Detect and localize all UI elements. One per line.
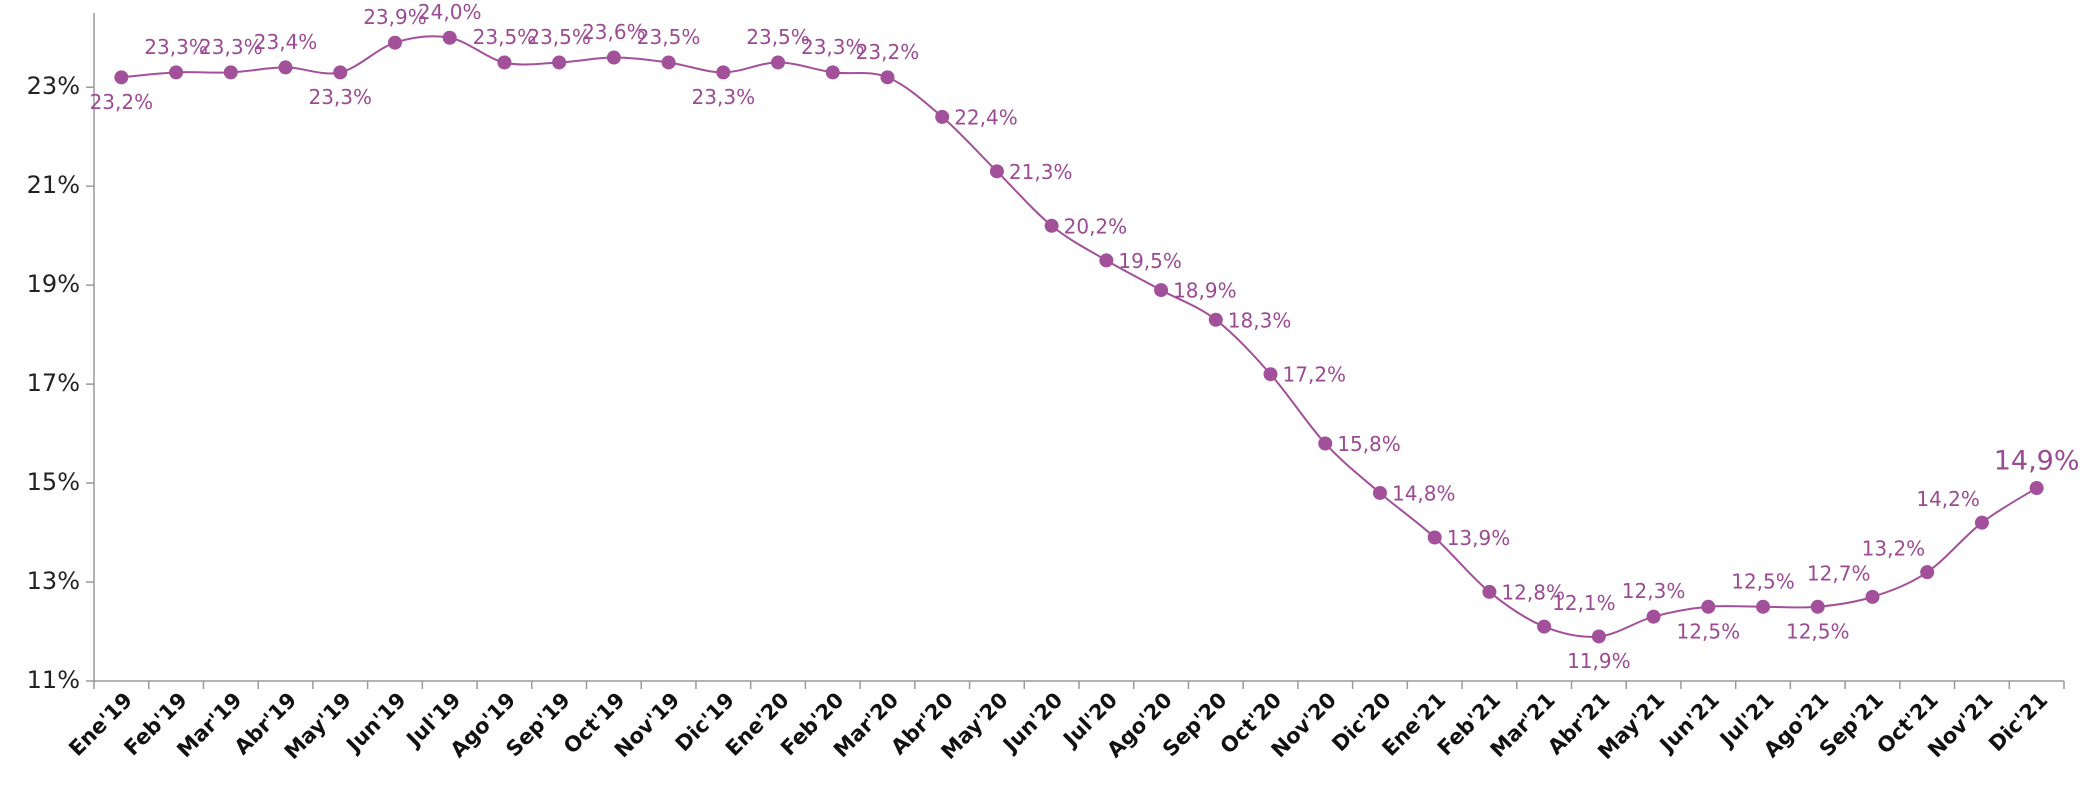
line <box>121 35 2038 638</box>
point <box>825 65 840 80</box>
data-label: 23,5% <box>637 25 701 49</box>
x-tick-label: Dic'21 <box>1984 688 2052 756</box>
point <box>716 65 731 80</box>
y-tick-label: 15% <box>27 468 80 496</box>
data-label: 20,2% <box>1064 214 1128 238</box>
point <box>1044 218 1059 233</box>
point <box>223 65 238 80</box>
data-label: 23,5% <box>527 25 591 49</box>
data-label: 24,0% <box>418 0 482 24</box>
data-label: 23,4% <box>254 30 318 54</box>
point <box>1974 515 1989 530</box>
data-label: 13,2% <box>1862 537 1926 561</box>
point <box>1318 436 1333 451</box>
point <box>880 70 895 85</box>
x-tick-label: Jun'21 <box>1654 688 1724 758</box>
data-label: 18,9% <box>1173 279 1237 303</box>
point <box>1099 253 1114 268</box>
data-label: 19,5% <box>1118 249 1182 273</box>
point <box>1482 584 1497 599</box>
data-label: 15,8% <box>1337 432 1401 456</box>
data-label: 13,9% <box>1447 526 1511 550</box>
point <box>1646 609 1661 624</box>
data-label: 23,6% <box>582 20 646 44</box>
point <box>552 55 567 70</box>
data-label: 22,4% <box>954 105 1018 129</box>
point <box>442 30 457 45</box>
point <box>169 65 184 80</box>
point <box>1920 565 1935 580</box>
point <box>1427 530 1442 545</box>
point <box>497 55 512 70</box>
data-label: 12,5% <box>1677 619 1741 643</box>
y-tick-label: 23% <box>27 72 80 100</box>
data-label: 12,7% <box>1807 561 1871 585</box>
y-tick-label: 13% <box>27 567 80 595</box>
point <box>387 35 402 50</box>
y-tick-label: 17% <box>27 369 80 397</box>
point <box>333 65 348 80</box>
data-label: 23,3% <box>144 35 208 59</box>
data-label: 12,3% <box>1622 579 1686 603</box>
point <box>1154 283 1169 298</box>
data-label: 12,1% <box>1552 591 1616 615</box>
data-label: 21,3% <box>1009 160 1073 184</box>
point <box>2029 481 2044 496</box>
data-label: 17,2% <box>1283 363 1347 387</box>
data-label: 14,2% <box>1916 487 1980 511</box>
data-label: 23,2% <box>856 40 920 64</box>
point <box>1372 485 1387 500</box>
data-label: 23,5% <box>473 25 537 49</box>
data-label: 14,9% <box>1994 446 2079 477</box>
point <box>1208 312 1223 327</box>
point <box>1591 629 1606 644</box>
data-label: 23,3% <box>308 85 372 109</box>
data-label: 23,5% <box>746 25 810 49</box>
point <box>1810 599 1825 614</box>
data-label: 23,2% <box>90 90 154 114</box>
x-tick-label: Jun'19 <box>340 688 410 758</box>
y-tick-label: 19% <box>27 270 80 298</box>
data-label: 12,5% <box>1731 569 1795 593</box>
x-tick-label: Jun'20 <box>997 688 1067 758</box>
point <box>1263 367 1278 382</box>
data-label: 14,8% <box>1392 481 1456 505</box>
point <box>989 164 1004 179</box>
point <box>1537 619 1552 634</box>
point <box>278 60 293 75</box>
point <box>935 109 950 124</box>
point <box>606 50 621 65</box>
data-label: 23,3% <box>692 85 756 109</box>
data-label: 11,9% <box>1567 649 1631 673</box>
data-label: 18,3% <box>1228 308 1292 332</box>
data-label: 23,9% <box>363 5 427 29</box>
y-tick-label: 21% <box>27 171 80 199</box>
point <box>771 55 786 70</box>
y-tick-label: 11% <box>27 666 80 694</box>
data-label: 12,5% <box>1786 619 1850 643</box>
data-label: 23,3% <box>199 35 263 59</box>
point <box>1756 599 1771 614</box>
data-label: 23,3% <box>801 35 865 59</box>
data-label: 12,8% <box>1501 580 1565 604</box>
point <box>1865 589 1880 604</box>
point <box>114 70 129 85</box>
point <box>661 55 676 70</box>
point <box>1701 599 1716 614</box>
